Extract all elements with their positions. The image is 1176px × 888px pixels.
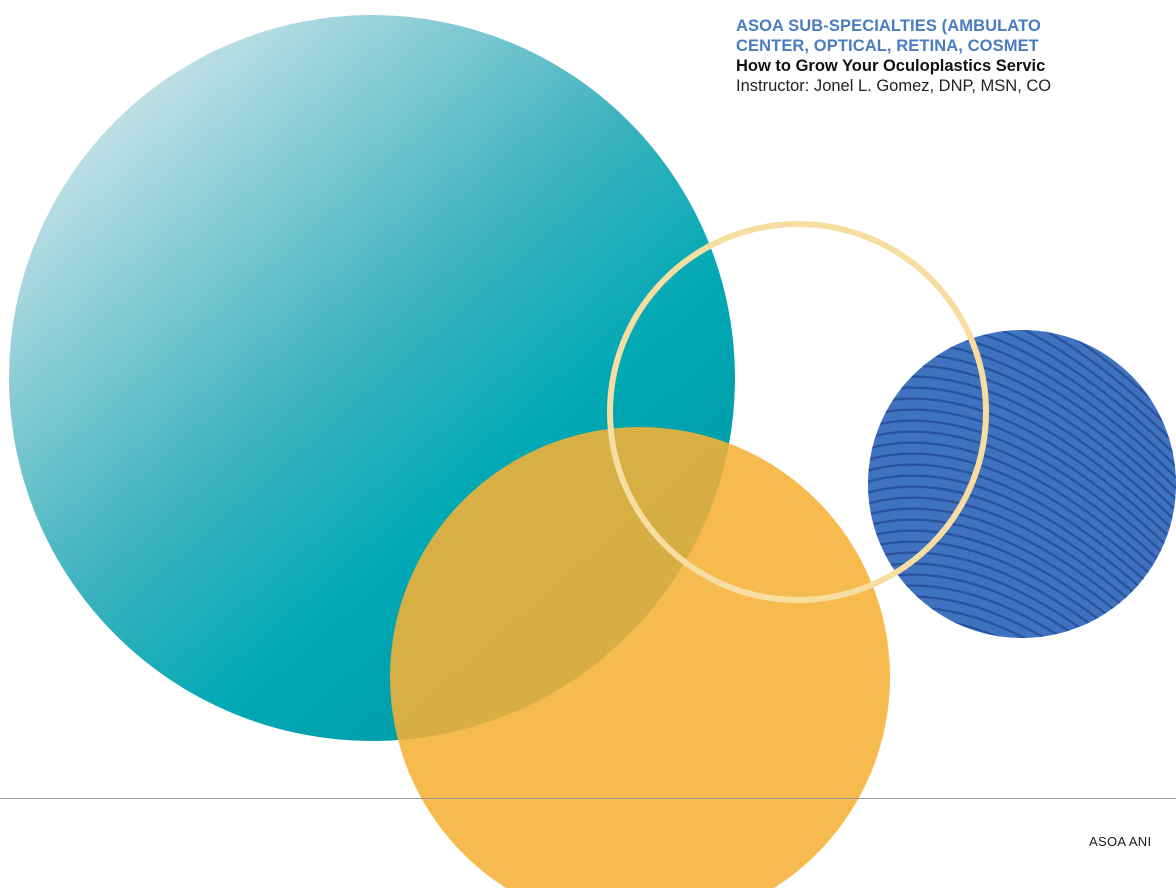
blue-circle-stripe	[868, 452, 1176, 613]
blue-circle-stripe	[860, 718, 1176, 876]
blue-circle-stripe	[868, 397, 1176, 558]
blue-circle-stripe	[868, 430, 1176, 591]
gold-circle	[390, 427, 890, 888]
blue-striped-circle	[860, 330, 1176, 888]
blue-circle-stripe	[868, 408, 1176, 569]
blue-circle-stripe	[860, 751, 1176, 888]
blue-circle-stripe	[868, 441, 1176, 602]
blue-circle-stripe	[868, 551, 1176, 638]
blue-circle-stripe	[868, 628, 1176, 638]
instructor-line: Instructor: Jonel L. Gomez, DNP, MSN, CO	[736, 77, 1052, 95]
blue-circle-stripe	[860, 696, 1176, 854]
blue-circle-stripe	[868, 330, 1176, 470]
blue-circle-stripe	[868, 330, 1176, 349]
blue-circle-stripe	[860, 740, 1176, 888]
blue-circle-stripe	[868, 463, 1176, 624]
category-line-1: ASOA SUB-SPECIALTIES (AMBULATO	[736, 17, 1041, 35]
blue-circle-stripe	[868, 529, 1176, 638]
blue-circle-stripe	[868, 540, 1176, 638]
blue-circle-stripe	[860, 729, 1176, 887]
cream-ring	[607, 221, 989, 603]
category-line-2: CENTER, OPTICAL, RETINA, COSMET	[736, 37, 1039, 55]
blue-circle-stripe	[860, 685, 1176, 843]
footer-label: ASOA ANI	[1089, 834, 1152, 849]
blue-circle-stripe	[868, 617, 1176, 638]
blue-circle-stripe	[868, 330, 1176, 437]
blue-circle-stripe	[868, 330, 1176, 459]
blue-circle-stripe	[860, 641, 1176, 799]
footer-divider	[0, 798, 1176, 799]
blue-circle-stripe	[868, 330, 1176, 481]
session-header: ASOA SUB-SPECIALTIES (AMBULATO CENTER, O…	[736, 16, 1176, 96]
blue-circle-stripe	[868, 419, 1176, 580]
blue-circle-stripe	[860, 652, 1176, 810]
blue-circle-stripe	[868, 562, 1176, 638]
blue-circle-stripe	[868, 330, 1176, 448]
blue-circle-stripe	[860, 674, 1176, 832]
course-title: How to Grow Your Oculoplastics Servic	[736, 57, 1046, 75]
